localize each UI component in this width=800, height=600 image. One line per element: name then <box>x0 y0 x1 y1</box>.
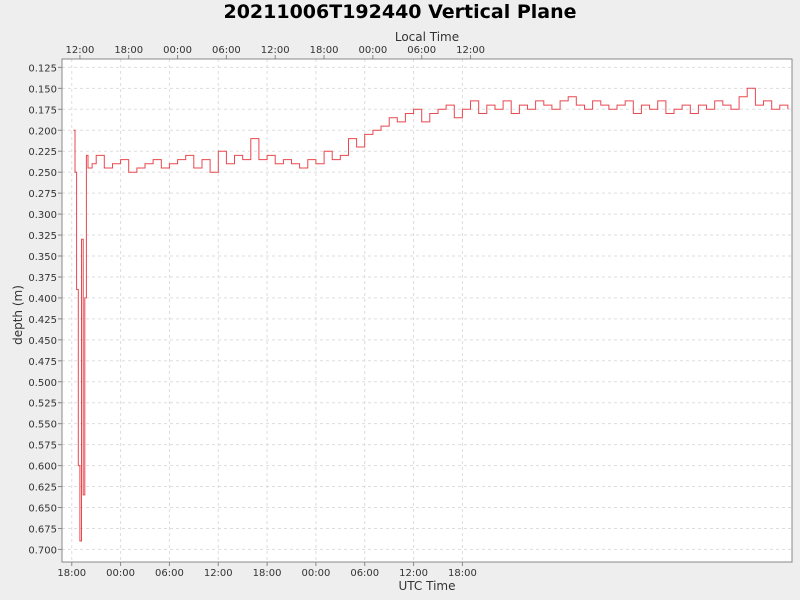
x-tick-label-local: 18:00 <box>114 45 143 56</box>
depth-series-line <box>73 87 789 542</box>
y-tick-label: 0.125 <box>28 63 57 74</box>
x-tick-label-utc: 00:00 <box>301 568 330 579</box>
x-axis-top: 12:00 18:00 00:00 06:00 12:00 18:00 00:00 06:00… <box>65 45 485 59</box>
x-tick-label-local: 12:00 <box>65 45 94 56</box>
y-tick-label: 0.550 <box>28 420 57 431</box>
x-tick-label-local: 12:00 <box>261 45 290 56</box>
y-tick-label: 0.700 <box>28 545 57 556</box>
x-tick-label-utc: 18:00 <box>448 568 477 579</box>
y-axis-label: depth (m) <box>11 285 25 345</box>
y-tick-label: 0.300 <box>28 210 57 221</box>
x-tick-label-local: 18:00 <box>310 45 339 56</box>
x-tick-label-utc: 18:00 <box>253 568 282 579</box>
y-tick-label: 0.575 <box>28 441 57 452</box>
x-tick-label-local: 12:00 <box>456 45 485 56</box>
y-tick-label: 0.325 <box>28 231 57 242</box>
y-tick-label: 0.500 <box>28 378 57 389</box>
y-tick-label: 0.650 <box>28 504 57 515</box>
y-tick-label: 0.400 <box>28 294 57 305</box>
y-tick-label: 0.450 <box>28 336 57 347</box>
y-axis: 0.125 0.150 0.175 0.200 0.225 0.250 0.275 0.300… <box>28 63 62 556</box>
x-tick-label-utc: 06:00 <box>350 568 379 579</box>
plot-background <box>62 59 792 562</box>
y-tick-label: 0.525 <box>28 399 57 410</box>
y-tick-label: 0.675 <box>28 524 57 535</box>
x-tick-label-utc: 06:00 <box>155 568 184 579</box>
y-tick-label: 0.600 <box>28 462 57 473</box>
x-axis-label: UTC Time <box>399 579 456 593</box>
y-tick-label: 0.150 <box>28 84 57 95</box>
top-axis-label: Local Time <box>395 30 459 44</box>
x-tick-label-utc: 00:00 <box>106 568 135 579</box>
plot-area <box>61 58 793 563</box>
x-tick-label-utc: 12:00 <box>204 568 233 579</box>
x-axis-bottom: 18:00 00:00 06:00 12:00 18:00 00:00 06:00 12:00… <box>57 562 477 579</box>
x-tick-label-utc: 12:00 <box>399 568 428 579</box>
y-tick-label: 0.250 <box>28 168 57 179</box>
y-tick-label: 0.275 <box>28 189 57 200</box>
y-tick-label: 0.175 <box>28 105 57 116</box>
y-tick-label: 0.425 <box>28 315 57 326</box>
y-tick-label: 0.375 <box>28 273 57 284</box>
x-tick-label-local: 06:00 <box>407 45 436 56</box>
y-tick-label: 0.625 <box>28 483 57 494</box>
y-tick-label: 0.475 <box>28 357 57 368</box>
chart-title: 20211006T192440 Vertical Plane <box>223 1 577 23</box>
y-tick-label: 0.350 <box>28 252 57 263</box>
x-tick-label-local: 00:00 <box>163 45 192 56</box>
gridlines <box>62 59 792 562</box>
y-tick-label: 0.225 <box>28 147 57 158</box>
y-tick-label: 0.200 <box>28 126 57 137</box>
x-tick-label-utc: 18:00 <box>57 568 86 579</box>
x-tick-label-local: 06:00 <box>212 45 241 56</box>
x-tick-label-local: 00:00 <box>358 45 387 56</box>
